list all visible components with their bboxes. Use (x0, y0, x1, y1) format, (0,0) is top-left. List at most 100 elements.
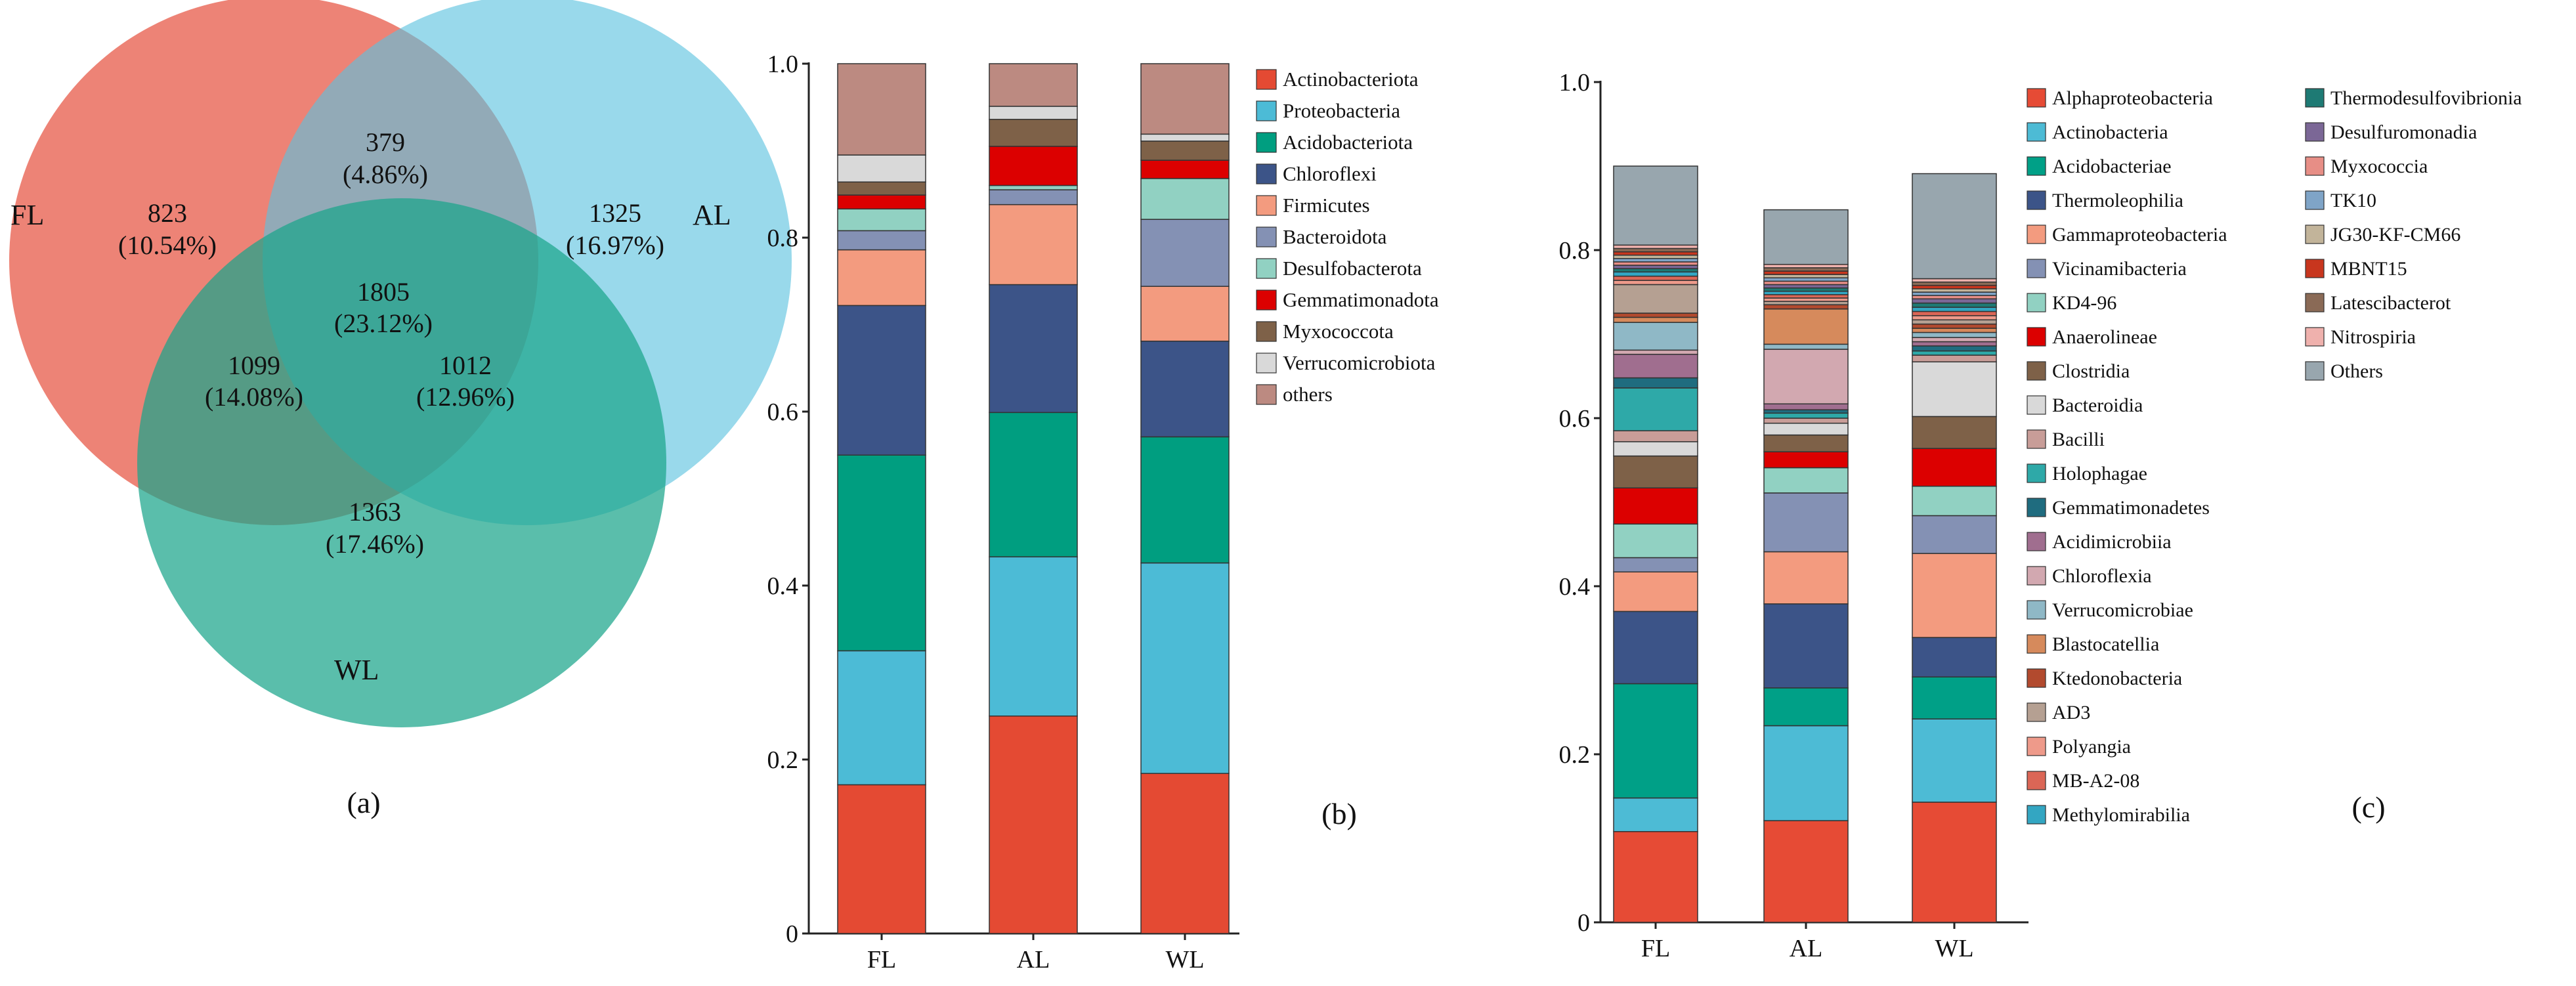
bar-segment (1140, 160, 1230, 179)
legend-label: Thermodesulfovibrionia (2330, 87, 2522, 109)
legend-swatch (2027, 429, 2046, 449)
y-tick-label: 0.2 (767, 746, 799, 774)
legend-item: Gammaproteobacteria (2027, 224, 2227, 246)
y-tick-label: 0.2 (1559, 741, 1591, 769)
x-tick-label: AL (1017, 946, 1050, 974)
venn-percent-fl-wl: (14.08%) (205, 382, 303, 412)
legend-item: Vicinamibacteria (2027, 258, 2187, 280)
legend-swatch (2305, 361, 2325, 381)
venn-panel: FL AL WL 823 (10.54%) 1325 (16.97%) 1363… (9, 0, 792, 819)
bar-segment (1912, 319, 1997, 325)
legend-swatch (2305, 122, 2325, 142)
bar-segment (1140, 340, 1230, 438)
bar-segment (1763, 412, 1849, 419)
legend-label: Vicinamibacteria (2052, 258, 2187, 280)
venn-count-fl-wl: 1099 (228, 351, 280, 380)
legend-label: Clostridia (2052, 360, 2130, 382)
legend-swatch (2027, 771, 2046, 790)
bar-segment (1613, 316, 1698, 323)
legend-swatch (2027, 190, 2046, 210)
legend-swatch (2027, 805, 2046, 825)
bar-segment (1912, 676, 1997, 719)
bar-segment (1912, 485, 1997, 517)
legend-swatch (2027, 361, 2046, 381)
legend-label: MB-A2-08 (2052, 770, 2139, 792)
bar-segment (1912, 323, 1997, 329)
legend-swatch (1256, 384, 1277, 405)
bar-segment (1763, 270, 1849, 275)
class-stacked-bar-chart: 0 0.2 0.4 0.6 0.8 1.0 FL AL WL Alphaproteobacte… (1559, 69, 2522, 962)
bar-segment (989, 204, 1078, 286)
legend-label: Proteobacteria (1283, 99, 1400, 122)
bar-segment (1912, 553, 1997, 638)
legend-item: Blastocatellia (2027, 633, 2159, 655)
legend-item: Others (2305, 360, 2383, 382)
legend-item: Desulfuromonadia (2305, 121, 2477, 143)
legend-item: Myxococcia (2305, 156, 2428, 177)
bar-segment (989, 146, 1078, 186)
legend-label: Alphaproteobacteria (2052, 87, 2213, 109)
legend-item: Verrucomicrobiota (1256, 351, 1436, 374)
bar-segment (1912, 328, 1997, 333)
y-tick-label: 0.4 (1559, 573, 1591, 601)
legend-item: Chloroflexia (2027, 565, 2152, 587)
bar-segment (1912, 802, 1997, 923)
venn-count-fl-al: 379 (366, 127, 405, 157)
panel-label-c: (c) (2351, 790, 2385, 824)
legend-label: Polyangia (2052, 736, 2131, 758)
bar-segment (1912, 515, 1997, 554)
bar-segment (1912, 448, 1997, 487)
legend-swatch (1256, 353, 1277, 374)
legend-item: Holophagae (2027, 463, 2147, 484)
bar-segment (1763, 467, 1849, 494)
legend-item: Desulfobacterota (1256, 257, 1422, 280)
legend-item: Gemmatimonadota (1256, 288, 1439, 311)
bar-segment (1763, 492, 1849, 553)
legend-label: Bacteroidia (2052, 395, 2143, 416)
venn-percent-fl-al: (4.86%) (343, 160, 428, 189)
bar-segment (1613, 254, 1698, 259)
legend-swatch (2027, 600, 2046, 620)
bar-segment (1912, 345, 1997, 352)
bar-segment (1763, 304, 1849, 310)
x-tick-label: AL (1790, 935, 1823, 962)
legend-swatch (1256, 226, 1277, 247)
legend-item: Actinobacteria (2027, 121, 2168, 143)
bar-segment (1613, 387, 1698, 431)
legend-swatch (2027, 395, 2046, 415)
bar-segment (1763, 418, 1849, 424)
bar-segment (1912, 288, 1997, 293)
legend-swatch (2305, 293, 2325, 312)
bar-segment (1613, 271, 1698, 277)
bar-segment (1912, 718, 1997, 803)
legend-item: Bacteroidota (1256, 225, 1387, 248)
bar-segment (1763, 403, 1849, 410)
x-tick-label: FL (1641, 935, 1670, 962)
bar-segment (1613, 258, 1698, 263)
legend-label: Gemmatimonadetes (2052, 497, 2210, 519)
venn-count-wl-only: 1363 (349, 497, 401, 526)
venn-percent-al-wl: (12.96%) (416, 382, 515, 412)
bar-segment (1613, 251, 1698, 256)
venn-set-label-al: AL (693, 199, 731, 231)
bar-segment (1763, 280, 1849, 286)
venn-percent-fl-only: (10.54%) (118, 230, 217, 260)
x-tick-label: WL (1165, 946, 1204, 974)
bar-segment (1912, 307, 1997, 312)
legend-label: Bacilli (2052, 429, 2105, 450)
legend-item: Nitrospiria (2305, 326, 2416, 348)
bar-segment (989, 556, 1078, 717)
bar-segment (1912, 332, 1997, 338)
chart-b-x-labels: FL AL WL (867, 933, 1205, 974)
bar-segment (1613, 797, 1698, 832)
bar-segment (837, 249, 926, 307)
legend-item: Verrucomicrobiae (2027, 599, 2193, 621)
legend-swatch (2027, 327, 2046, 347)
legend-item: MB-A2-08 (2027, 770, 2139, 792)
legend-item: AD3 (2027, 702, 2090, 723)
legend-label: Verrucomicrobiota (1283, 351, 1436, 374)
venn-set-label-wl: WL (334, 654, 379, 686)
legend-item: KD4-96 (2027, 292, 2116, 314)
bar-segment (837, 454, 926, 652)
bar-segment (1763, 603, 1849, 689)
